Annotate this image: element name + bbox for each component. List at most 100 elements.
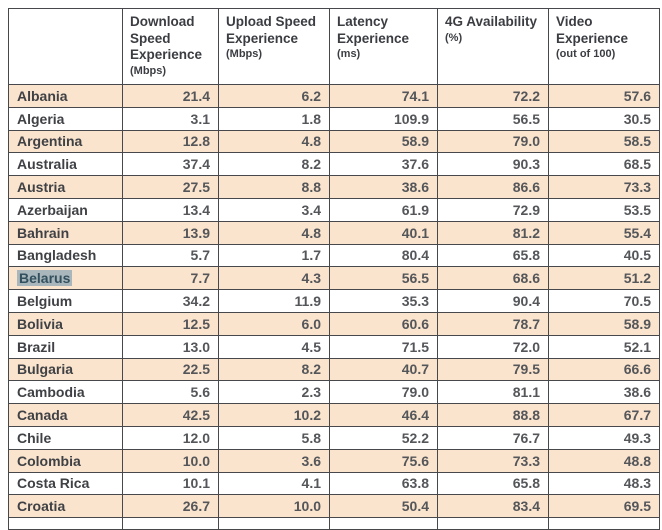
value-cell: 21.4: [122, 84, 219, 108]
value-cell: 74.1: [329, 84, 438, 108]
column-header-latency-experience: Latency Experience (ms): [329, 8, 438, 85]
country-cell: Brazil: [8, 334, 123, 359]
value-cell: 58.5: [548, 129, 660, 154]
value-cell: 78.7: [437, 311, 549, 336]
country-cell: Bolivia: [8, 311, 123, 336]
country-cell: Azerbaijan: [8, 197, 123, 222]
country-cell: Algeria: [8, 106, 123, 131]
value-cell: 48.3: [548, 471, 660, 496]
country-cell: Costa Rica: [8, 471, 123, 496]
value-cell: 86.6: [437, 175, 549, 199]
column-unit: (ms): [337, 48, 361, 60]
country-cell: Canada: [8, 403, 123, 427]
value-cell: 1.8: [218, 106, 330, 131]
selected-country-text: Belarus: [17, 270, 73, 287]
column-header-upload-speed-experience: Upload Speed Experience (Mbps): [218, 8, 330, 85]
country-cell: Austria: [8, 175, 123, 199]
value-cell: 58.9: [548, 311, 660, 336]
value-cell: 8.8: [218, 175, 330, 199]
column-header-download-speed-experience: Download Speed Experience (Mbps): [122, 8, 219, 85]
value-cell: 6.0: [218, 311, 330, 336]
table-row-bulgaria: Bulgaria 22.5 8.2 40.7 79.5 66.6: [8, 357, 660, 382]
table-row-chile: Chile 12.0 5.8 52.2 76.7 49.3: [8, 425, 660, 450]
value-cell: 42.5: [122, 403, 219, 427]
value-cell: 63.8: [329, 471, 438, 496]
value-cell: 40.5: [548, 243, 660, 268]
value-cell: 83.4: [437, 494, 549, 519]
value-cell: 50.4: [329, 494, 438, 519]
table-header: Download Speed Experience (Mbps) Upload Sp…: [8, 8, 660, 85]
value-cell: 12.0: [122, 425, 219, 450]
table-row-bangladesh: Bangladesh 5.7 1.7 80.4 65.8 40.5: [8, 243, 660, 268]
table-body: Albania 21.4 6.2 74.1 72.2 57.6 Algeria 3.1 1.8 1…: [8, 84, 660, 530]
value-cell: [548, 517, 660, 530]
country-cell: Belarus: [8, 266, 123, 291]
value-cell: 76.7: [437, 425, 549, 450]
column-title: Download Speed Experience: [130, 14, 203, 62]
table-row-canada: Canada 42.5 10.2 46.4 88.8 67.7: [8, 403, 660, 427]
column-title: Latency Experience: [337, 14, 410, 46]
value-cell: 56.5: [437, 106, 549, 131]
country-cell: Bulgaria: [8, 357, 123, 382]
value-cell: 4.8: [218, 129, 330, 154]
value-cell: 40.7: [329, 357, 438, 382]
value-cell: 4.1: [218, 471, 330, 496]
value-cell: 90.3: [437, 152, 549, 177]
value-cell: 5.7: [122, 243, 219, 268]
value-cell: [218, 517, 330, 530]
value-cell: 61.9: [329, 197, 438, 222]
value-cell: 12.5: [122, 311, 219, 336]
header-row: Download Speed Experience (Mbps) Upload Sp…: [8, 8, 660, 85]
value-cell: [329, 517, 438, 530]
value-cell: 90.4: [437, 289, 549, 313]
value-cell: 51.2: [548, 266, 660, 291]
value-cell: 72.9: [437, 197, 549, 222]
value-cell: 2.3: [218, 380, 330, 405]
value-cell: 37.4: [122, 152, 219, 177]
value-cell: 3.1: [122, 106, 219, 131]
value-cell: 109.9: [329, 106, 438, 131]
value-cell: 8.2: [218, 357, 330, 382]
value-cell: 46.4: [329, 403, 438, 427]
table-row-brazil: Brazil 13.0 4.5 71.5 72.0 52.1: [8, 334, 660, 359]
value-cell: 68.6: [437, 266, 549, 291]
table-row-cambodia: Cambodia 5.6 2.3 79.0 81.1 38.6: [8, 380, 660, 405]
country-cell: Albania: [8, 84, 123, 108]
value-cell: 75.6: [329, 448, 438, 473]
value-cell: 71.5: [329, 334, 438, 359]
column-title: Upload Speed Experience: [226, 14, 317, 46]
value-cell: 67.7: [548, 403, 660, 427]
value-cell: 26.7: [122, 494, 219, 519]
table-row-belarus: Belarus 7.7 4.3 56.5 68.6 51.2: [8, 266, 660, 291]
country-cell: [8, 517, 123, 530]
table-row-colombia: Colombia 10.0 3.6 75.6 73.3 48.8: [8, 448, 660, 473]
value-cell: 13.4: [122, 197, 219, 222]
value-cell: 34.2: [122, 289, 219, 313]
value-cell: [437, 517, 549, 530]
value-cell: 70.5: [548, 289, 660, 313]
value-cell: 4.3: [218, 266, 330, 291]
value-cell: 30.5: [548, 106, 660, 131]
value-cell: 80.4: [329, 243, 438, 268]
value-cell: 48.8: [548, 448, 660, 473]
value-cell: 3.4: [218, 197, 330, 222]
value-cell: 52.2: [329, 425, 438, 450]
value-cell: 7.7: [122, 266, 219, 291]
column-header-4g-availability: 4G Availability (%): [437, 8, 549, 85]
value-cell: 4.8: [218, 220, 330, 245]
value-cell: 53.5: [548, 197, 660, 222]
value-cell: [122, 517, 219, 530]
value-cell: 55.4: [548, 220, 660, 245]
value-cell: 65.8: [437, 243, 549, 268]
value-cell: 10.0: [122, 448, 219, 473]
table-row-belgium: Belgium 34.2 11.9 35.3 90.4 70.5: [8, 289, 660, 313]
value-cell: 79.0: [329, 380, 438, 405]
column-unit: (Mbps): [130, 64, 167, 77]
value-cell: 81.2: [437, 220, 549, 245]
value-cell: 13.9: [122, 220, 219, 245]
value-cell: 56.5: [329, 266, 438, 291]
country-cell: Colombia: [8, 448, 123, 473]
value-cell: 22.5: [122, 357, 219, 382]
country-cell: Chile: [8, 425, 123, 450]
value-cell: 10.0: [218, 494, 330, 519]
